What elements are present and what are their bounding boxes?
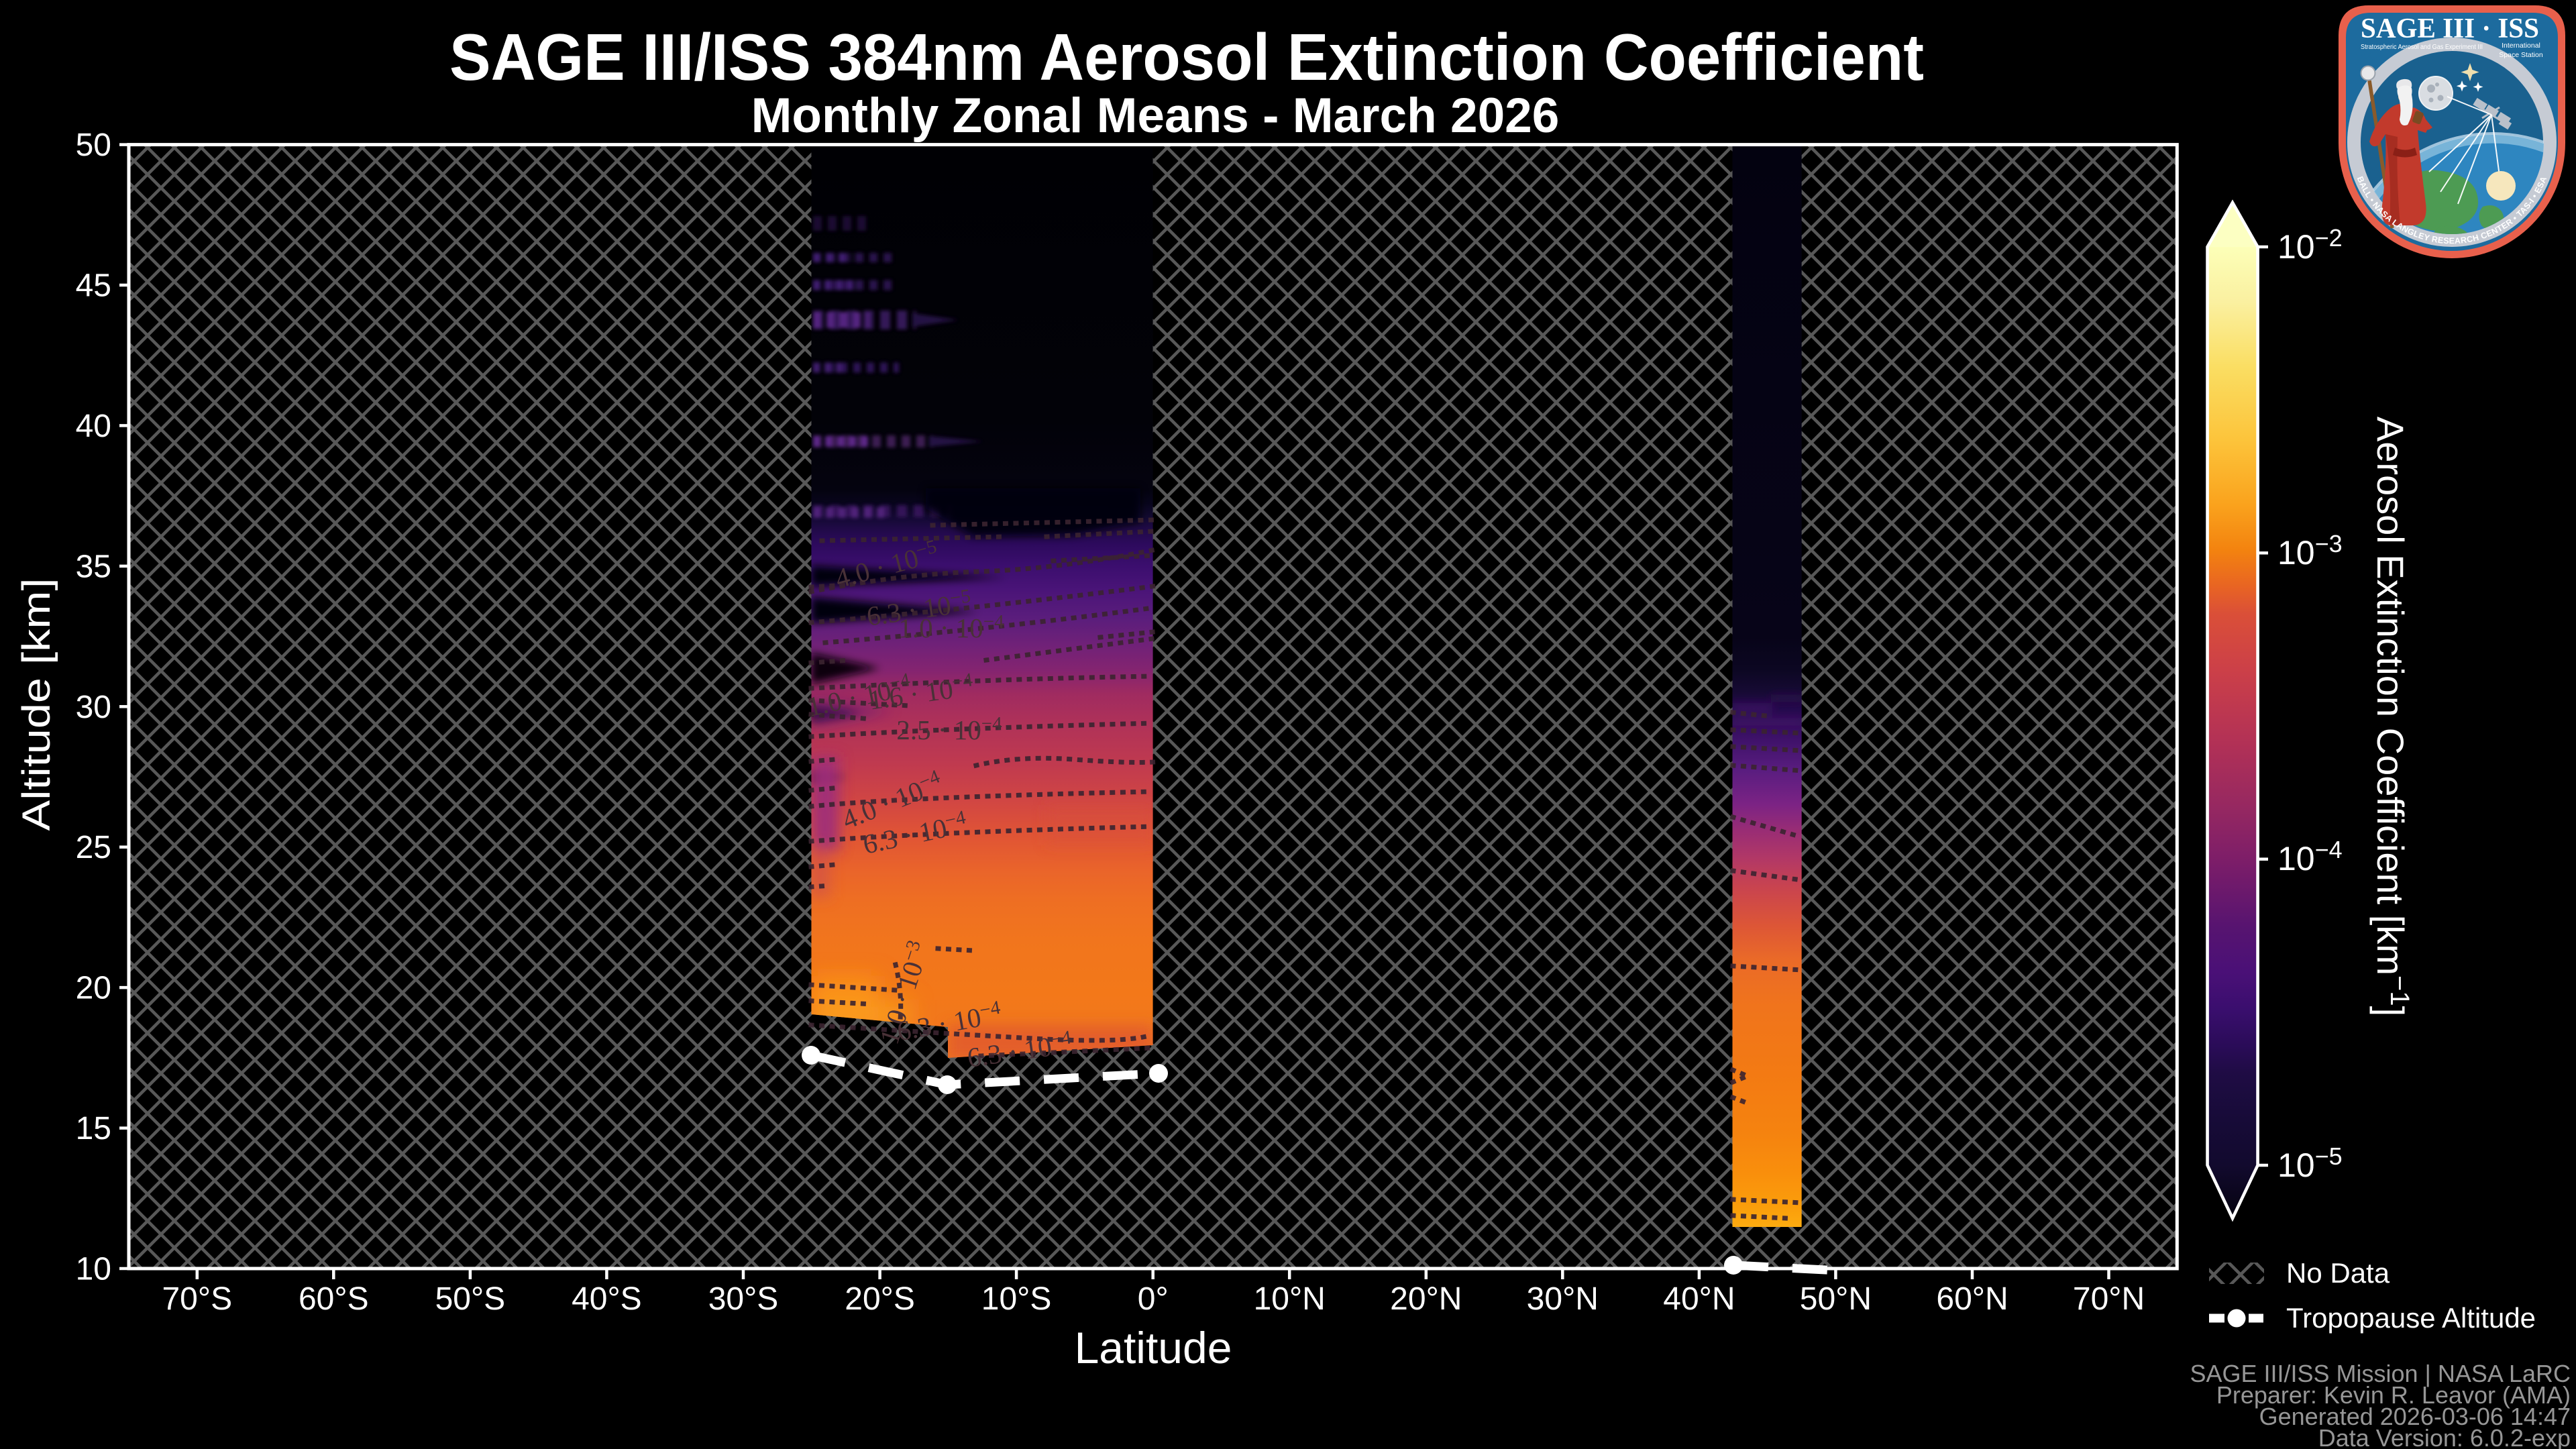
svg-text:Latitude: Latitude xyxy=(1075,1323,1232,1373)
svg-text:Stratospheric Aerosol and Gas: Stratospheric Aerosol and Gas Experiment… xyxy=(2361,43,2483,51)
svg-text:30°S: 30°S xyxy=(708,1281,779,1317)
svg-text:10°N: 10°N xyxy=(1254,1281,1326,1317)
svg-text:50°S: 50°S xyxy=(435,1281,506,1317)
svg-text:No Data: No Data xyxy=(2286,1257,2390,1289)
svg-text:20°N: 20°N xyxy=(1390,1281,1462,1317)
svg-text:SAGE III · ISS: SAGE III · ISS xyxy=(2361,13,2539,44)
svg-text:Preparer: Kevin R. Leavor (AMA: Preparer: Kevin R. Leavor (AMA) xyxy=(2216,1381,2571,1409)
svg-text:30: 30 xyxy=(76,690,111,725)
svg-text:50: 50 xyxy=(76,127,111,163)
svg-text:Space Station: Space Station xyxy=(2499,51,2543,59)
svg-text:10: 10 xyxy=(76,1252,111,1287)
svg-text:40°N: 40°N xyxy=(1663,1281,1735,1317)
svg-text:Generated 2026-03-06 14:47: Generated 2026-03-06 14:47 xyxy=(2259,1403,2571,1430)
svg-text:70°S: 70°S xyxy=(162,1281,232,1317)
svg-text:30°N: 30°N xyxy=(1527,1281,1599,1317)
svg-text:Aerosol Extinction Coefficient: Aerosol Extinction Coefficient [km−1] xyxy=(2369,417,2414,1016)
svg-text:Data Version: 6.0.2-exp: Data Version: 6.0.2-exp xyxy=(2318,1424,2571,1449)
svg-text:70°N: 70°N xyxy=(2073,1281,2145,1317)
svg-text:International: International xyxy=(2502,42,2540,50)
svg-text:1.0 · 10−4: 1.0 · 10−4 xyxy=(898,611,1004,643)
svg-text:50°N: 50°N xyxy=(1800,1281,1872,1317)
svg-text:60°N: 60°N xyxy=(1936,1281,2008,1317)
svg-text:40: 40 xyxy=(76,409,111,444)
svg-text:SAGE III/ISS 384nm Aerosol Ext: SAGE III/ISS 384nm Aerosol Extinction Co… xyxy=(449,20,1924,94)
svg-text:40°S: 40°S xyxy=(572,1281,642,1317)
svg-text:35: 35 xyxy=(76,549,111,584)
svg-text:60°S: 60°S xyxy=(299,1281,369,1317)
svg-text:Altitude [km]: Altitude [km] xyxy=(15,578,58,831)
svg-text:20: 20 xyxy=(76,971,111,1006)
svg-text:10°S: 10°S xyxy=(981,1281,1052,1317)
svg-text:Monthly Zonal Means - March 20: Monthly Zonal Means - March 2026 xyxy=(751,89,1560,143)
svg-text:SAGE III/ISS Mission | NASA La: SAGE III/ISS Mission | NASA LaRC xyxy=(2190,1360,2571,1387)
svg-text:20°S: 20°S xyxy=(845,1281,915,1317)
svg-text:Tropopause Altitude: Tropopause Altitude xyxy=(2286,1302,2536,1334)
svg-text:45: 45 xyxy=(76,268,111,304)
svg-text:15: 15 xyxy=(76,1111,111,1146)
svg-text:0°: 0° xyxy=(1138,1281,1169,1317)
svg-text:25: 25 xyxy=(76,830,111,865)
svg-text:10−4: 10−4 xyxy=(2277,836,2343,877)
